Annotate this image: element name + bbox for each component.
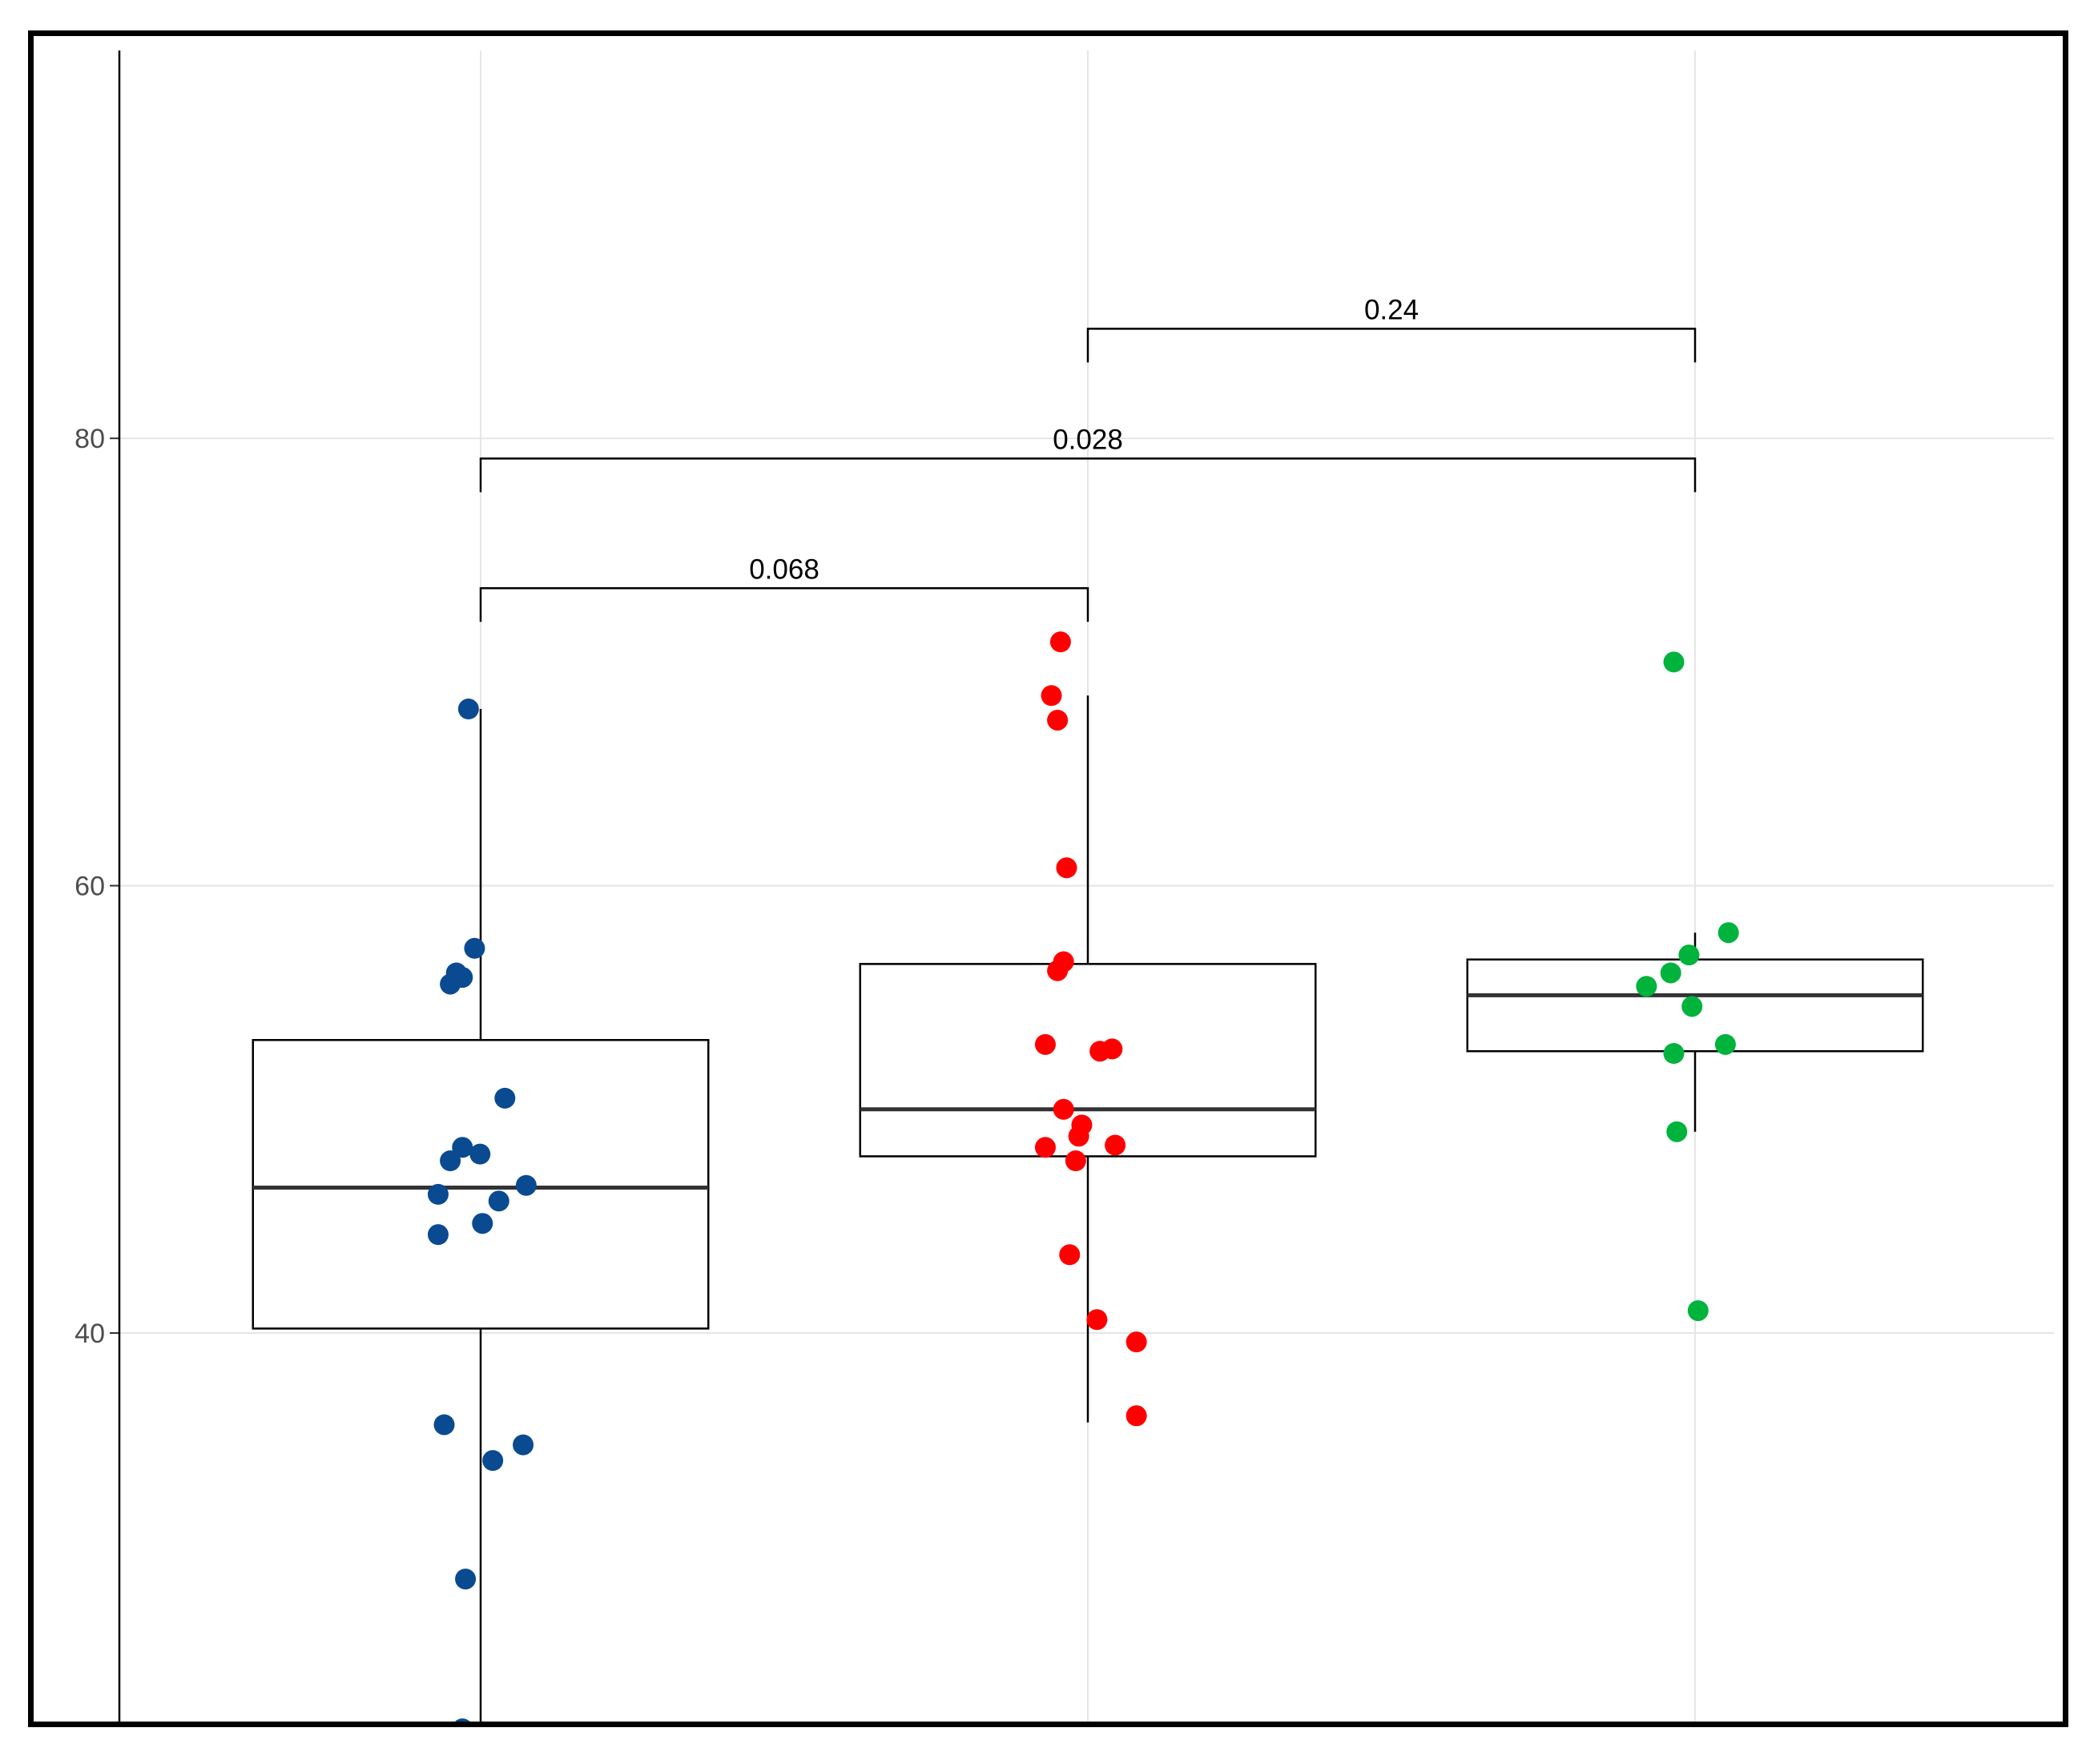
data-point-g3-5: [1636, 976, 1657, 997]
box-plot-chart: 40 60 80 0.068 0.028 0.24: [74, 50, 2054, 1722]
chart-frame: 40 60 80 0.068 0.028 0.24: [28, 30, 2068, 1727]
data-point-g1-18: [455, 1569, 477, 1590]
data-point-g1-7: [452, 1137, 473, 1158]
data-point-g3-4: [1660, 962, 1681, 984]
data-point-g2-19: [1126, 1405, 1147, 1427]
data-point-g1-6: [494, 1087, 516, 1109]
data-point-g1-5: [440, 973, 461, 995]
data-point-g1-15: [433, 1414, 455, 1436]
data-point-g1-12: [488, 1190, 509, 1212]
significance-bracket-1: [479, 587, 1089, 622]
data-point-g2-3: [1047, 709, 1069, 731]
p-value-label-3: 0.24: [1364, 294, 1419, 325]
p-value-label-2: 0.028: [1053, 424, 1123, 455]
data-point-g2-14: [1034, 1137, 1056, 1158]
p-value-label-1: 0.068: [749, 554, 819, 585]
data-point-g1-11: [427, 1183, 449, 1205]
data-point-g1-16: [513, 1434, 534, 1456]
y-tick-label-40: 40: [74, 1319, 105, 1349]
data-point-g1-13: [472, 1213, 493, 1234]
data-point-g2-7: [1034, 1033, 1056, 1055]
data-point-g2-18: [1126, 1331, 1147, 1353]
significance-bracket-3: [1086, 328, 1697, 363]
significance-bracket-2: [479, 457, 1697, 493]
data-point-g1-8: [440, 1150, 461, 1172]
data-point-g2-17: [1086, 1309, 1108, 1331]
data-point-g1-14: [427, 1224, 449, 1246]
y-tick-label-80: 80: [74, 424, 105, 454]
data-point-g1-9: [469, 1143, 491, 1165]
data-point-g2-15: [1065, 1150, 1086, 1172]
data-point-g2-16: [1059, 1244, 1081, 1266]
data-point-g1-2: [464, 937, 485, 959]
data-point-g2-9: [1101, 1038, 1123, 1060]
data-point-g2-4: [1056, 857, 1077, 879]
y-tick-label-60: 60: [74, 872, 105, 902]
data-point-g2-1: [1049, 631, 1071, 653]
data-point-g2-12: [1068, 1126, 1089, 1147]
data-point-g3-8: [1663, 1043, 1685, 1064]
data-point-g2-13: [1105, 1134, 1126, 1156]
data-point-g3-2: [1717, 922, 1739, 944]
data-point-g3-1: [1663, 651, 1685, 673]
data-point-g1-17: [482, 1450, 504, 1472]
data-point-g1-19: [455, 1718, 470, 1722]
box-1: [252, 1038, 710, 1330]
data-point-g1-10: [515, 1174, 537, 1196]
data-point-g3-6: [1681, 996, 1703, 1017]
data-point-g3-3: [1678, 944, 1700, 966]
data-point-g3-9: [1666, 1121, 1688, 1142]
data-point-g3-7: [1714, 1033, 1736, 1055]
data-point-g2-10: [1053, 1098, 1074, 1120]
data-point-g2-6: [1047, 960, 1069, 981]
data-point-g3-10: [1687, 1300, 1709, 1322]
data-point-g2-2: [1041, 685, 1062, 707]
data-point-g1-1: [457, 699, 479, 720]
